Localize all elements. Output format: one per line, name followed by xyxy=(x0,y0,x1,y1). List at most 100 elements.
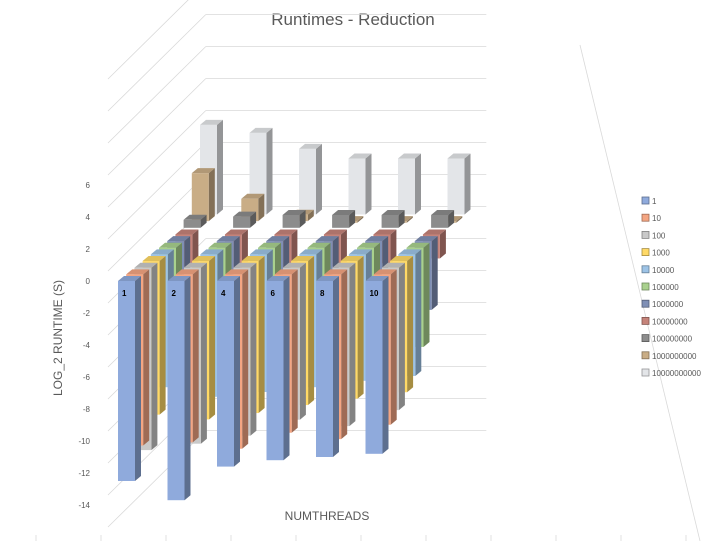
legend-item: 10000 xyxy=(641,265,675,275)
bar-top xyxy=(134,262,158,268)
bar-front xyxy=(191,173,209,222)
y-tick-label: 0 xyxy=(86,277,91,286)
legend-item: 100 xyxy=(641,230,666,240)
bar-side xyxy=(398,262,405,411)
x-axis-title: NUMTHREADS xyxy=(285,509,370,523)
x-category-label: 4 xyxy=(221,289,226,298)
bar-top xyxy=(398,249,422,255)
bar-side xyxy=(333,276,339,457)
bar-side xyxy=(406,216,413,223)
legend-swatch xyxy=(641,316,650,325)
bar-side xyxy=(184,276,191,501)
bar-top xyxy=(175,229,199,235)
legend: 1 10 100 1000 10000 100000 1000000 10000000 1000… xyxy=(641,196,701,378)
bar-front xyxy=(381,215,399,228)
bar-top xyxy=(406,242,430,248)
bar-top xyxy=(183,214,207,220)
bar-side xyxy=(398,210,405,228)
bar-top xyxy=(365,236,389,242)
bar-100000000-8 xyxy=(381,210,405,228)
bar-top xyxy=(217,276,240,281)
bar-side xyxy=(143,269,150,446)
legend-label: 10000000 xyxy=(652,317,688,326)
bar-top xyxy=(175,269,199,275)
bar-top xyxy=(299,143,322,149)
legend-item: 1000000000 xyxy=(641,351,697,361)
legend-swatch xyxy=(641,282,650,291)
bar-front xyxy=(282,215,300,228)
legend-swatch xyxy=(641,265,650,274)
bar-top xyxy=(274,269,298,275)
bar-1-6 xyxy=(266,276,290,461)
bar-side xyxy=(299,262,306,420)
bar-top xyxy=(348,249,372,255)
bar-side xyxy=(250,262,257,436)
bar-side xyxy=(365,153,372,215)
bar-top xyxy=(249,127,273,133)
gridline-side xyxy=(107,0,189,80)
y-tick-label: 4 xyxy=(86,213,91,222)
bar-front xyxy=(233,216,251,228)
legend-swatch xyxy=(641,230,650,239)
bar-top xyxy=(357,242,380,248)
x-category-label: 8 xyxy=(320,289,325,298)
bar-top xyxy=(266,276,290,281)
y-axis-title: LOG_2 RUNTIME (S) xyxy=(51,280,65,396)
bar-front xyxy=(365,281,383,454)
x-category-label: 10 xyxy=(370,289,379,298)
bar-side xyxy=(208,168,215,222)
bar-top xyxy=(225,269,249,275)
bar-top xyxy=(348,153,372,159)
bar-front xyxy=(118,281,135,481)
bar-top xyxy=(447,153,471,159)
bar-side xyxy=(242,269,249,449)
bars xyxy=(118,119,471,501)
bar-top xyxy=(241,193,265,199)
bar-side xyxy=(209,256,216,420)
y-tick-label: -8 xyxy=(83,405,91,414)
bar-side xyxy=(217,119,223,215)
bar-top xyxy=(381,262,405,268)
legend-item: 1000000 xyxy=(641,299,684,309)
bar-top xyxy=(398,153,421,159)
bar-front xyxy=(266,281,284,461)
bar-top xyxy=(233,262,257,268)
bar-1000000000-1 xyxy=(191,168,215,222)
bar-top xyxy=(365,276,389,281)
bar-top xyxy=(316,276,339,281)
y-tick-label: -2 xyxy=(83,309,91,318)
bar-side xyxy=(283,276,290,461)
y-tick-label: 2 xyxy=(86,245,91,254)
bar-front xyxy=(316,281,333,457)
bar-top xyxy=(200,249,224,255)
chart-title: Runtimes - Reduction xyxy=(271,10,434,29)
bar-100000000-1 xyxy=(183,214,207,228)
bar-side xyxy=(135,276,141,481)
legend-swatch xyxy=(641,368,650,377)
bar-side xyxy=(415,249,422,376)
gridline-side xyxy=(107,78,207,176)
bar-top xyxy=(332,262,356,268)
bar-side xyxy=(439,229,446,259)
bar-top xyxy=(208,242,232,248)
bar-side xyxy=(316,143,322,215)
y-axis-ticks: 6 4 2 0 -2 -4 -6 -8 -10 -12 -14 xyxy=(78,181,90,510)
legend-label: 10000 xyxy=(652,266,675,275)
bar-top xyxy=(373,269,397,275)
legend-label: 100 xyxy=(652,231,666,240)
bar-top xyxy=(332,210,356,215)
y-tick-label: -6 xyxy=(83,373,91,382)
bar-100000000-6 xyxy=(332,210,356,228)
bar-top xyxy=(167,236,191,242)
bar-100000000-2 xyxy=(233,211,257,228)
bar-1-1 xyxy=(118,276,141,481)
gridline-side xyxy=(107,174,207,272)
bar-side xyxy=(234,276,240,467)
bar-top xyxy=(118,276,141,281)
bar-side xyxy=(390,229,397,264)
bar-10000000000-10 xyxy=(447,153,471,215)
bar-top xyxy=(159,242,182,248)
bar-top xyxy=(266,236,290,242)
legend-item: 100000000 xyxy=(641,334,693,344)
bar-top xyxy=(381,210,405,215)
